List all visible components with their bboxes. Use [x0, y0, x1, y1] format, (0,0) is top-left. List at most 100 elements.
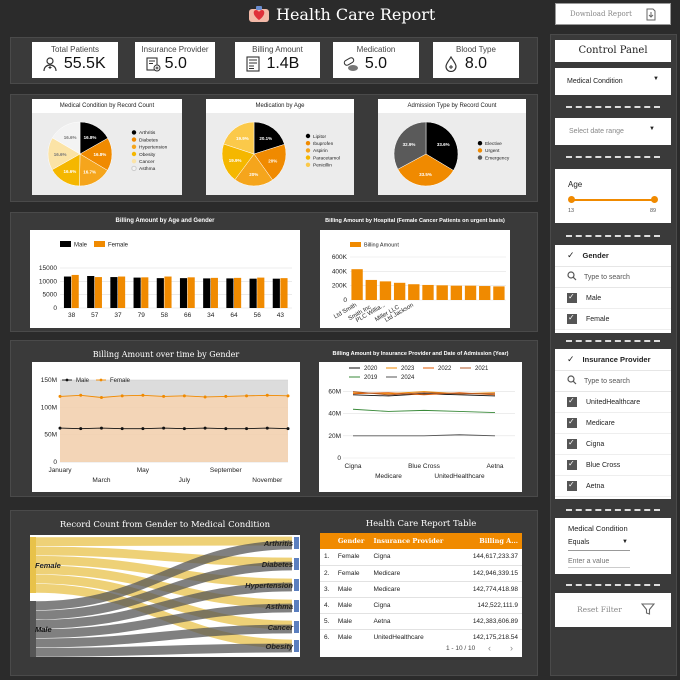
legend-label: Lipitor: [313, 134, 326, 140]
legend-label: Cancer: [139, 159, 155, 165]
medical-condition-pie: 16.8% 16.8% 16.7% 16.6% 16.6% 16.6% ArthritisD…: [47, 121, 168, 187]
insurance-search-placeholder: Type to search: [584, 377, 630, 385]
table-header-cell[interactable]: Insurance Provider: [369, 533, 448, 549]
operator-select[interactable]: Equals ▼: [568, 537, 630, 551]
bar: [450, 285, 463, 300]
legend-swatch: [305, 155, 311, 160]
divider: [566, 106, 660, 108]
checkbox-checked-icon[interactable]: [567, 396, 577, 407]
checkbox-checked-icon[interactable]: [567, 417, 577, 428]
filter-option[interactable]: Aetna: [555, 476, 671, 497]
data-point: [58, 394, 62, 398]
data-point: [58, 426, 62, 430]
checkbox-checked-icon[interactable]: [567, 438, 577, 449]
filter-option[interactable]: Cigna: [555, 434, 671, 455]
pie-slice-label: 16.7%: [83, 169, 96, 174]
checkbox-checked-icon[interactable]: [567, 480, 577, 491]
legend-marker: [65, 378, 69, 382]
reset-filter-button[interactable]: Reset Filter: [555, 593, 671, 627]
x-tick-label: 57: [91, 312, 99, 319]
table-row[interactable]: 4. Male Cigna 142,522,111.9: [320, 597, 522, 614]
y-tick-label: 0: [53, 459, 57, 466]
search-icon: [567, 375, 577, 387]
data-point: [224, 427, 228, 431]
kpi-value: 5.0: [164, 55, 187, 72]
y-tick-label: 5000: [43, 292, 58, 299]
chevron-down-icon: ▼: [653, 76, 659, 82]
y-tick-label: 0: [343, 297, 347, 304]
bar: [203, 278, 211, 308]
medical-condition-select[interactable]: Medical Condition ▼: [555, 68, 671, 95]
x-tick-label: Aetna: [487, 463, 504, 470]
age-slider-track[interactable]: [571, 199, 655, 201]
billing-over-time-chart: 0 50M 100M 150M January May September March July…: [32, 362, 300, 492]
download-report-label: Download Report: [570, 10, 632, 18]
prev-page-icon[interactable]: ‹: [488, 643, 491, 653]
y-tick-label: 600K: [332, 254, 348, 261]
legend-label: 2022: [438, 366, 452, 372]
table-header-cell[interactable]: [320, 533, 334, 549]
sankey-link: [35, 582, 293, 629]
x-tick-label: 58: [161, 312, 169, 319]
billing-over-time-title: Billing Amount over time by Gender: [92, 350, 240, 359]
x-tick-label: 64: [230, 312, 238, 319]
y-tick-label: 60M: [328, 389, 341, 396]
insurance-filter-header[interactable]: ✓ Insurance Provider: [555, 349, 671, 371]
checkbox-checked-icon[interactable]: [567, 292, 577, 303]
filter-icon: [640, 602, 656, 621]
checkbox-checked-icon[interactable]: [567, 459, 577, 470]
filter-option[interactable]: Female: [555, 309, 671, 330]
table-row[interactable]: 1. Female Cigna 144,617,233.37: [320, 549, 522, 566]
sankey-source-node: [30, 601, 36, 657]
x-tick-label: UnitedHealthcare: [434, 473, 485, 480]
chart-legend: Billing Amount: [350, 242, 399, 249]
condition-value-input[interactable]: [568, 555, 630, 568]
date-range-picker[interactable]: Select date range ▼: [555, 118, 671, 145]
bar: [110, 277, 118, 308]
bar: [365, 279, 377, 300]
age-slider-box: Age 13 89: [555, 169, 671, 223]
table-row[interactable]: 2. Female Medicare 142,946,339.15: [320, 565, 522, 582]
age-slider-min-handle[interactable]: [568, 196, 575, 203]
filter-option[interactable]: Medicare: [555, 413, 671, 434]
sankey-target-label: Cancer: [268, 623, 295, 632]
data-point: [141, 427, 145, 431]
legend-swatch: [60, 241, 71, 247]
kpi-card: Medication 5.0: [333, 42, 419, 78]
checkbox-checked-icon[interactable]: [567, 313, 577, 324]
legend-swatch: [477, 155, 483, 160]
filter-option[interactable]: Blue Cross: [555, 455, 671, 476]
sankey-target-node: [294, 600, 299, 612]
gender-filter-header[interactable]: ✓ Gender: [555, 245, 671, 267]
download-report-button[interactable]: Download Report: [555, 3, 671, 25]
date-range-placeholder: Select date range: [569, 128, 624, 135]
medical-condition-select-label: Medical Condition: [567, 78, 623, 85]
filter-option[interactable]: UnitedHealthcare: [555, 392, 671, 413]
insurance-search[interactable]: Type to search: [555, 371, 671, 392]
insurance-filter: ✓ Insurance Provider Type to search Unit…: [555, 349, 671, 499]
table-row[interactable]: 5. Male Aetna 142,383,606.89: [320, 613, 522, 630]
table-row[interactable]: 6. Male UnitedHealthcare 142,175,218.54: [320, 629, 522, 646]
legend-swatch: [305, 133, 311, 139]
pie-header: [378, 99, 526, 113]
pie-slice-label: 20%: [268, 158, 277, 163]
age-slider-max-handle[interactable]: [651, 196, 658, 203]
next-page-icon[interactable]: ›: [510, 643, 513, 653]
table-header-cell[interactable]: Billing A...: [447, 533, 522, 549]
filter-option[interactable]: Male: [555, 288, 671, 309]
table-header-cell[interactable]: Gender: [333, 533, 370, 549]
data-point: [182, 394, 186, 398]
pie-slice-label: 16.6%: [63, 169, 76, 174]
table-row[interactable]: 3. Male Medicare 142,774,418.98: [320, 581, 522, 598]
pie-slice-label: 32.9%: [403, 142, 416, 147]
legend-label: Hypertension: [139, 145, 168, 151]
table-cell: 142,946,339.15: [447, 565, 522, 582]
sankey-target-node: [294, 640, 299, 652]
legend-swatch: [350, 242, 361, 247]
data-point: [162, 426, 166, 430]
sankey-source-node: [30, 537, 36, 593]
table-cell: 3.: [320, 581, 334, 598]
pie-slice: [223, 121, 255, 155]
pie-slice-label: 33.5%: [419, 172, 432, 177]
gender-search[interactable]: Type to search: [555, 267, 671, 288]
